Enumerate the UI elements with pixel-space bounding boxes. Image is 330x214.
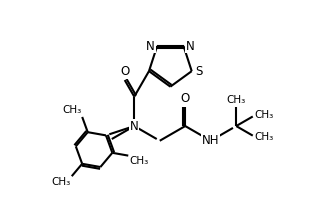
Text: CH₃: CH₃ (255, 110, 274, 120)
Text: CH₃: CH₃ (130, 156, 149, 166)
Text: N: N (186, 40, 194, 52)
Text: S: S (195, 65, 202, 78)
Text: CH₃: CH₃ (51, 177, 71, 187)
Text: CH₃: CH₃ (227, 95, 246, 105)
Text: NH: NH (202, 134, 219, 147)
Text: O: O (181, 92, 190, 105)
Text: N: N (130, 120, 139, 132)
Text: CH₃: CH₃ (62, 106, 82, 116)
Text: N: N (146, 40, 155, 52)
Text: CH₃: CH₃ (255, 132, 274, 142)
Text: O: O (120, 65, 129, 79)
